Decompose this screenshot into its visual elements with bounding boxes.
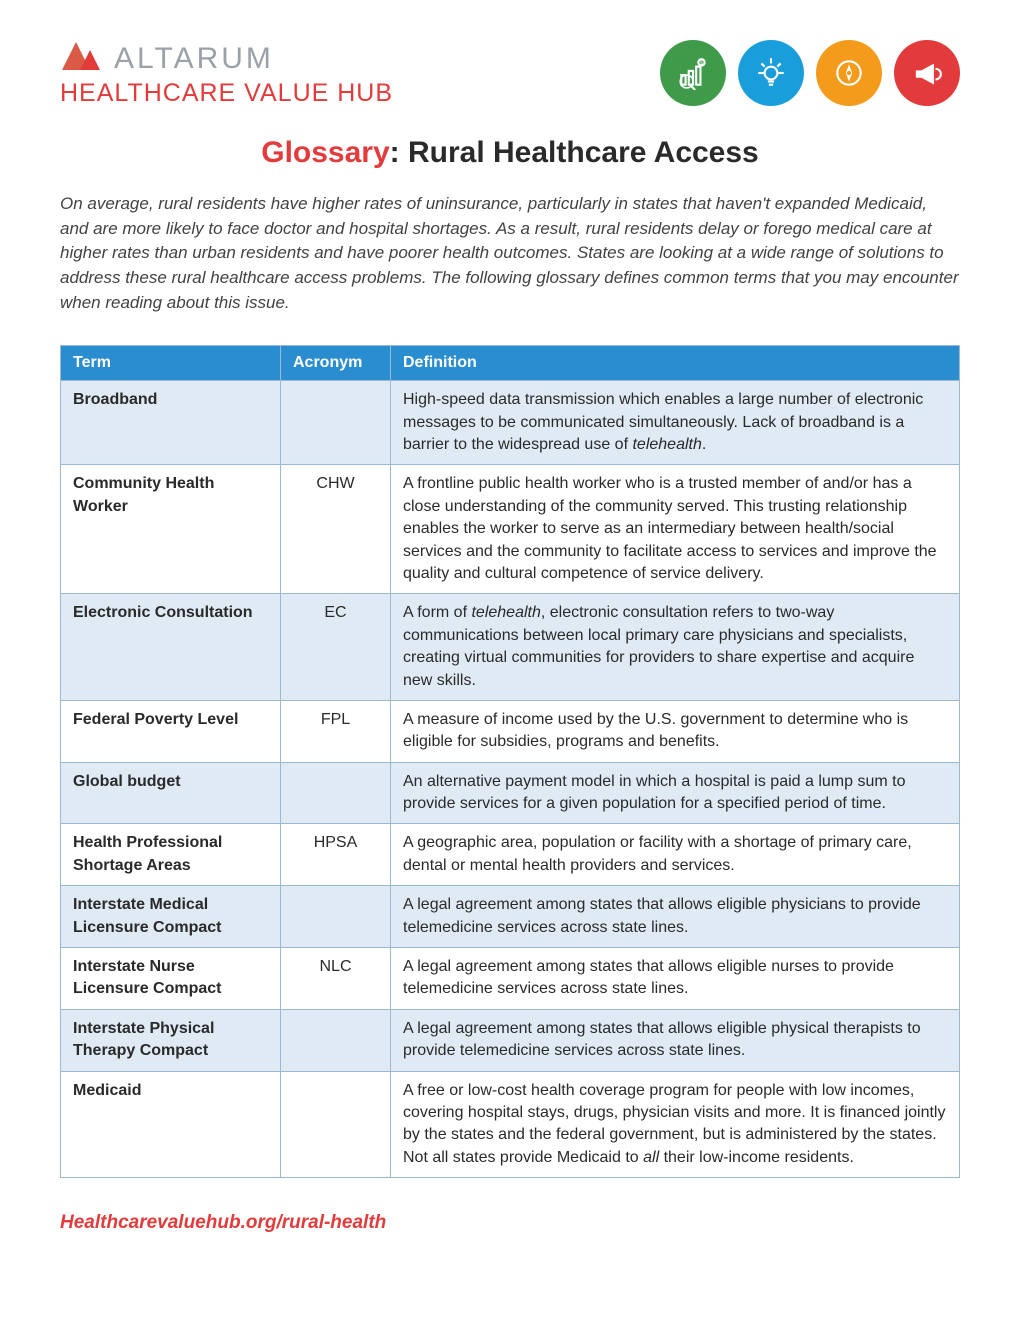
altarum-logo-line: ALTARUM bbox=[60, 40, 393, 77]
table-row: Interstate Nurse Licensure CompactNLCA l… bbox=[61, 948, 960, 1010]
brand-subline: HEALTHCARE VALUE HUB bbox=[60, 79, 393, 108]
definition-cell: A legal agreement among states that allo… bbox=[391, 886, 960, 948]
acronym-cell: HPSA bbox=[281, 824, 391, 886]
table-header-row: Term Acronym Definition bbox=[61, 346, 960, 381]
acronym-cell: EC bbox=[281, 594, 391, 701]
idea-icon bbox=[738, 40, 804, 106]
page: ALTARUM HEALTHCARE VALUE HUB $ bbox=[0, 0, 1020, 1264]
megaphone-icon bbox=[894, 40, 960, 106]
definition-cell: A legal agreement among states that allo… bbox=[391, 948, 960, 1010]
term-cell: Health Professional Shortage Areas bbox=[61, 824, 281, 886]
table-row: Global budget An alternative payment mode… bbox=[61, 762, 960, 824]
term-cell: Medicaid bbox=[61, 1071, 281, 1178]
definition-cell: A form of telehealth, electronic consult… bbox=[391, 594, 960, 701]
acronym-cell: NLC bbox=[281, 948, 391, 1010]
table-row: Federal Poverty LevelFPLA measure of inc… bbox=[61, 700, 960, 762]
table-row: Community Health WorkerCHWA frontline pu… bbox=[61, 465, 960, 594]
definition-cell: A measure of income used by the U.S. gov… bbox=[391, 700, 960, 762]
footer-link[interactable]: Healthcarevaluehub.org/rural-health bbox=[60, 1212, 960, 1234]
acronym-cell: FPL bbox=[281, 700, 391, 762]
acronym-cell: CHW bbox=[281, 465, 391, 594]
logo-block: ALTARUM HEALTHCARE VALUE HUB bbox=[60, 40, 393, 108]
acronym-cell bbox=[281, 886, 391, 948]
col-acronym: Acronym bbox=[281, 346, 391, 381]
definition-cell: A frontline public health worker who is … bbox=[391, 465, 960, 594]
term-cell: Interstate Medical Licensure Compact bbox=[61, 886, 281, 948]
acronym-cell bbox=[281, 1071, 391, 1178]
table-row: Broadband High-speed data transmission wh… bbox=[61, 381, 960, 465]
header: ALTARUM HEALTHCARE VALUE HUB $ bbox=[60, 40, 960, 108]
term-cell: Electronic Consultation bbox=[61, 594, 281, 701]
acronym-cell bbox=[281, 762, 391, 824]
glossary-table: Term Acronym Definition Broadband High-sp… bbox=[60, 345, 960, 1178]
col-term: Term bbox=[61, 346, 281, 381]
acronym-cell bbox=[281, 1009, 391, 1071]
table-row: Health Professional Shortage AreasHPSAA … bbox=[61, 824, 960, 886]
brand-name: ALTARUM bbox=[114, 42, 274, 76]
definition-cell: High-speed data transmission which enabl… bbox=[391, 381, 960, 465]
col-definition: Definition bbox=[391, 346, 960, 381]
table-row: Electronic ConsultationECA form of teleh… bbox=[61, 594, 960, 701]
table-row: Interstate Physical Therapy Compact A leg… bbox=[61, 1009, 960, 1071]
definition-cell: A free or low-cost health coverage progr… bbox=[391, 1071, 960, 1178]
compass-icon bbox=[816, 40, 882, 106]
title-rest: : Rural Healthcare Access bbox=[390, 136, 759, 169]
acronym-cell bbox=[281, 381, 391, 465]
svg-text:$: $ bbox=[700, 61, 703, 67]
term-cell: Community Health Worker bbox=[61, 465, 281, 594]
page-title: Glossary: Rural Healthcare Access bbox=[60, 136, 960, 170]
research-icon: $ bbox=[660, 40, 726, 106]
term-cell: Interstate Physical Therapy Compact bbox=[61, 1009, 281, 1071]
altarum-mark-icon bbox=[60, 40, 104, 77]
table-row: Interstate Medical Licensure Compact A le… bbox=[61, 886, 960, 948]
term-cell: Interstate Nurse Licensure Compact bbox=[61, 948, 281, 1010]
definition-cell: A legal agreement among states that allo… bbox=[391, 1009, 960, 1071]
intro-paragraph: On average, rural residents have higher … bbox=[60, 192, 960, 315]
definition-cell: An alternative payment model in which a … bbox=[391, 762, 960, 824]
term-cell: Global budget bbox=[61, 762, 281, 824]
icon-row: $ bbox=[660, 40, 960, 106]
term-cell: Federal Poverty Level bbox=[61, 700, 281, 762]
table-row: Medicaid A free or low-cost health covera… bbox=[61, 1071, 960, 1178]
title-accent: Glossary bbox=[261, 136, 389, 169]
definition-cell: A geographic area, population or facilit… bbox=[391, 824, 960, 886]
term-cell: Broadband bbox=[61, 381, 281, 465]
